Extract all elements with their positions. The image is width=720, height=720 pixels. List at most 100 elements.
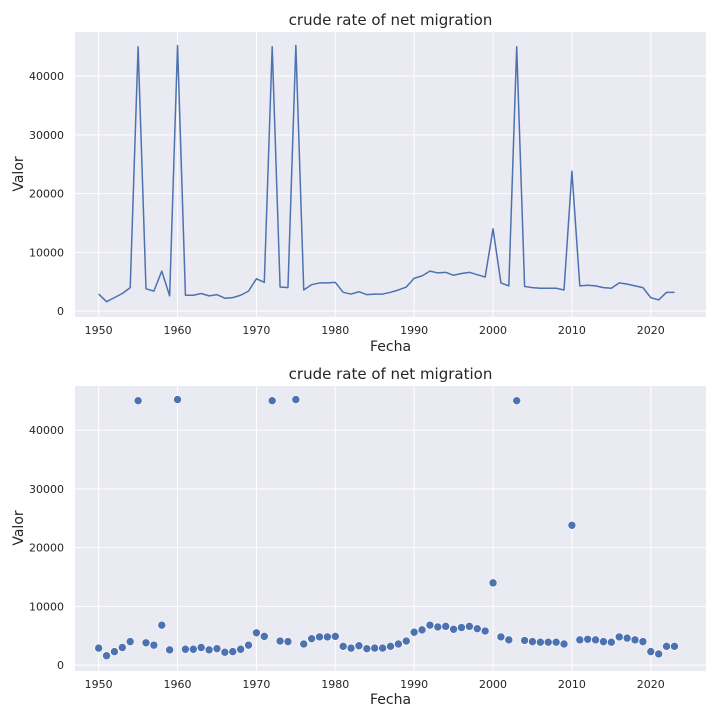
data-point <box>638 637 648 646</box>
data-point <box>259 632 269 641</box>
data-point <box>496 632 506 642</box>
data-point <box>346 643 356 653</box>
y-tick-label: 40000 <box>29 424 64 437</box>
data-point <box>133 396 143 405</box>
data-point <box>315 632 324 642</box>
data-point <box>465 622 474 631</box>
line-chart: crude rate of net migration 1950 1960 1970… <box>11 11 706 355</box>
data-point <box>181 644 190 654</box>
data-point <box>425 620 435 630</box>
y-axis-label: Valor <box>11 156 27 192</box>
y-tick-label: 10000 <box>29 600 64 613</box>
chart-title: crude rate of net migration <box>289 11 493 29</box>
x-tick-label: 1990 <box>400 324 428 337</box>
data-point <box>646 647 656 656</box>
grid <box>75 32 706 317</box>
chart-title: crude rate of net migration <box>289 365 493 383</box>
data-point <box>480 626 490 636</box>
data-point <box>386 642 395 651</box>
x-tick-label: 1980 <box>321 324 349 337</box>
data-point <box>583 634 592 644</box>
x-tick-label: 2010 <box>558 324 586 337</box>
data-point <box>204 645 214 655</box>
data-point <box>228 647 238 656</box>
data-point <box>441 622 451 631</box>
data-point <box>323 632 332 642</box>
data-point <box>622 633 632 643</box>
data-point <box>551 637 561 647</box>
data-point <box>559 639 569 649</box>
x-tick-label: 1980 <box>321 678 349 691</box>
data-point <box>449 624 458 634</box>
data-point <box>307 634 316 643</box>
data-point <box>362 644 372 653</box>
data-point <box>378 643 387 653</box>
data-point <box>267 396 277 405</box>
x-tick-label: 2010 <box>558 678 586 691</box>
x-tick-label: 1990 <box>400 678 428 691</box>
data-point <box>102 651 111 661</box>
x-axis-label: Fecha <box>370 692 411 708</box>
y-axis-label: Valor <box>11 510 27 546</box>
x-tick-label: 1950 <box>85 324 113 337</box>
y-tick-label: 0 <box>57 659 64 672</box>
x-tick-label: 1960 <box>164 678 192 691</box>
x-tick-label: 2000 <box>479 324 507 337</box>
data-point <box>283 637 293 646</box>
data-point <box>252 628 261 638</box>
data-point <box>236 644 245 654</box>
data-point <box>575 635 585 645</box>
data-point <box>472 624 482 633</box>
data-point <box>504 635 514 645</box>
data-point <box>275 636 285 646</box>
data-point <box>338 642 348 651</box>
data-point <box>299 639 309 649</box>
data-point <box>94 643 103 653</box>
x-tick-label: 1960 <box>164 324 192 337</box>
data-point <box>370 643 380 653</box>
x-tick-label: 2000 <box>479 678 507 691</box>
series-line <box>98 44 675 303</box>
data-point <box>536 637 545 647</box>
data-point <box>118 643 127 652</box>
data-point <box>591 635 600 645</box>
x-tick-label: 1970 <box>242 678 270 691</box>
data-point <box>630 635 640 645</box>
x-tick-label: 1950 <box>85 678 113 691</box>
data-point <box>149 640 159 650</box>
y-tick-label: 20000 <box>29 542 64 555</box>
data-point <box>528 637 537 646</box>
data-point <box>173 395 182 404</box>
tick-labels: 1950 1960 1970 1980 1990 2000 2010 2020 0 10000 20… <box>29 70 665 337</box>
data-point <box>417 625 427 635</box>
y-tick-label: 30000 <box>29 129 64 142</box>
data-point <box>457 623 466 632</box>
data-point <box>433 622 443 632</box>
data-point <box>614 632 624 642</box>
data-point <box>212 644 222 653</box>
x-tick-label: 2020 <box>637 678 665 691</box>
y-tick-label: 10000 <box>29 246 64 259</box>
x-axis-label: Fecha <box>370 339 411 355</box>
data-point <box>196 643 206 652</box>
data-point <box>189 644 198 654</box>
data-point <box>354 641 364 651</box>
x-tick-label: 1970 <box>242 324 270 337</box>
data-point <box>520 636 529 645</box>
data-point <box>567 520 577 530</box>
data-point <box>394 639 403 649</box>
y-tick-label: 30000 <box>29 483 64 496</box>
data-point <box>244 640 253 650</box>
tick-labels: 1950 1960 1970 1980 1990 2000 2010 2020 0 10000 20… <box>29 424 665 691</box>
x-tick-label: 2020 <box>637 324 665 337</box>
data-point <box>543 637 553 647</box>
data-point <box>110 647 119 656</box>
y-tick-label: 40000 <box>29 70 64 83</box>
plot-area <box>75 32 706 317</box>
series-marks <box>94 395 679 661</box>
data-point <box>220 647 230 657</box>
data-point <box>157 620 167 630</box>
data-point <box>512 396 522 405</box>
series-marks <box>98 44 675 303</box>
